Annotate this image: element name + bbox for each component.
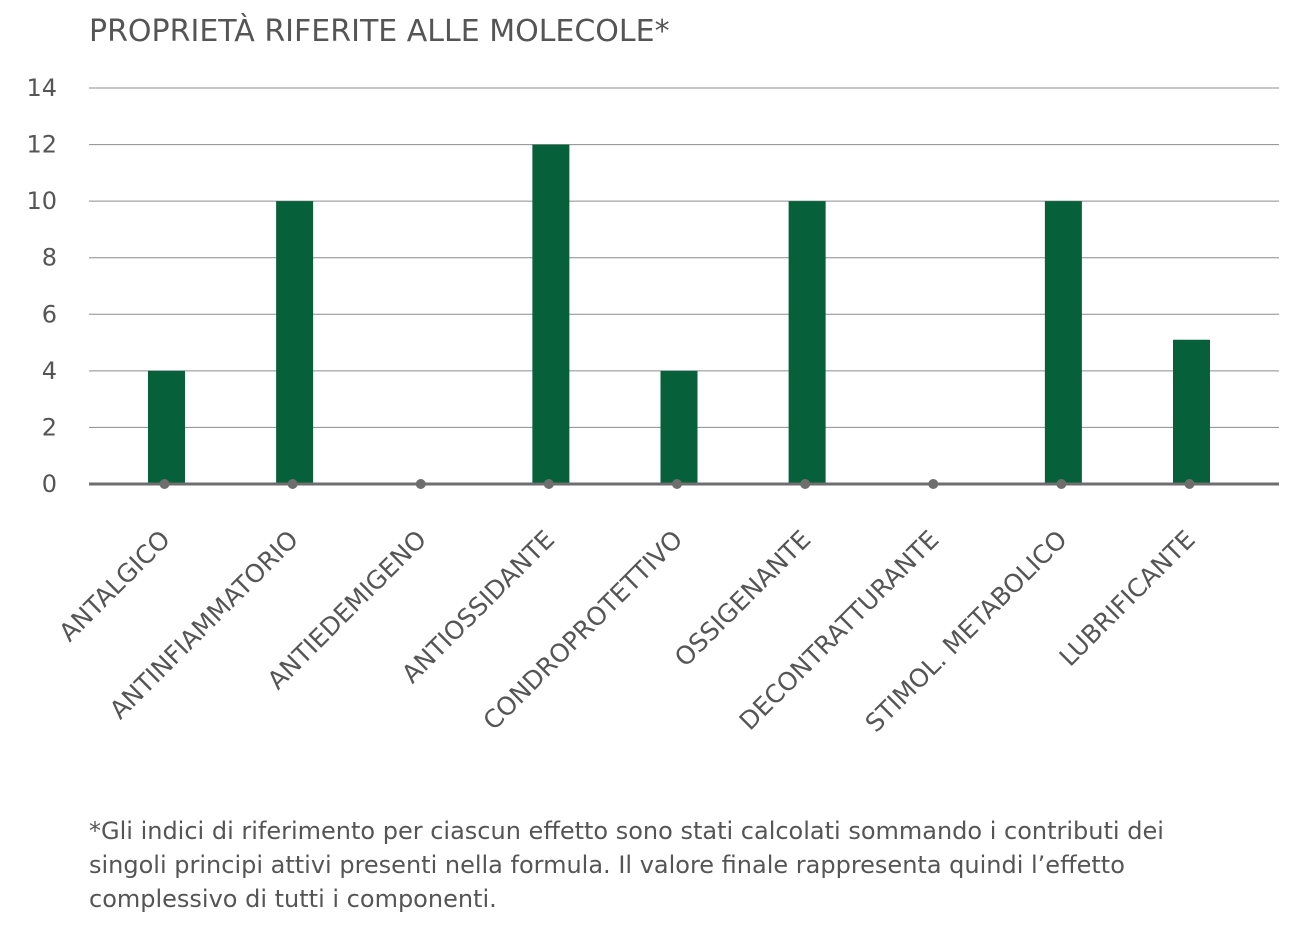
y-tick-label: 2: [42, 413, 57, 441]
chart-title: PROPRIETÀ RIFERITE ALLE MOLECOLE*: [89, 14, 670, 49]
y-tick-label: 4: [42, 357, 57, 385]
x-tick-label: OSSIGENANTE: [669, 525, 816, 672]
bar-5: [788, 201, 826, 484]
bar-4: [660, 370, 698, 484]
x-axis-marker: [287, 479, 298, 489]
bars: [148, 144, 1210, 485]
chart-footnote: *Gli indici di riferimento per ciascun e…: [89, 817, 1164, 913]
x-axis-marker: [928, 479, 939, 489]
bar-8: [1173, 339, 1210, 484]
bar-1: [276, 201, 314, 484]
y-tick-label: 12: [26, 131, 57, 159]
x-axis-marker: [672, 479, 682, 489]
y-tick-label: 6: [42, 300, 57, 328]
bar-3: [532, 144, 570, 485]
y-axis-tick-labels: 0 2 4 6 8 10 12 14: [26, 74, 57, 498]
x-axis-marker: [1056, 479, 1067, 489]
y-tick-label: 10: [26, 187, 57, 215]
x-axis-markers: [159, 479, 1195, 489]
y-tick-label: 14: [26, 74, 57, 102]
x-axis-marker: [800, 479, 811, 489]
y-tick-label: 0: [42, 470, 57, 498]
x-tick-label: LUBRIFICANTE: [1054, 525, 1201, 672]
x-axis-tick-labels: ANTALGICOANTINFIAMMATORIOANTIEDEMIGENOAN…: [53, 525, 1200, 738]
bar-chart: 0 2 4 6 8 10 12 14 ANTALGICOANTINFIAMMATORIOANT…: [26, 74, 1279, 738]
bar-0: [148, 370, 185, 484]
x-axis-marker: [1184, 479, 1195, 489]
x-axis-marker: [415, 479, 426, 489]
x-axis-marker: [159, 479, 170, 489]
bar-7: [1044, 201, 1082, 484]
x-tick-label: ANTALGICO: [53, 525, 175, 647]
x-axis-marker: [543, 479, 554, 489]
y-tick-label: 8: [42, 244, 57, 272]
